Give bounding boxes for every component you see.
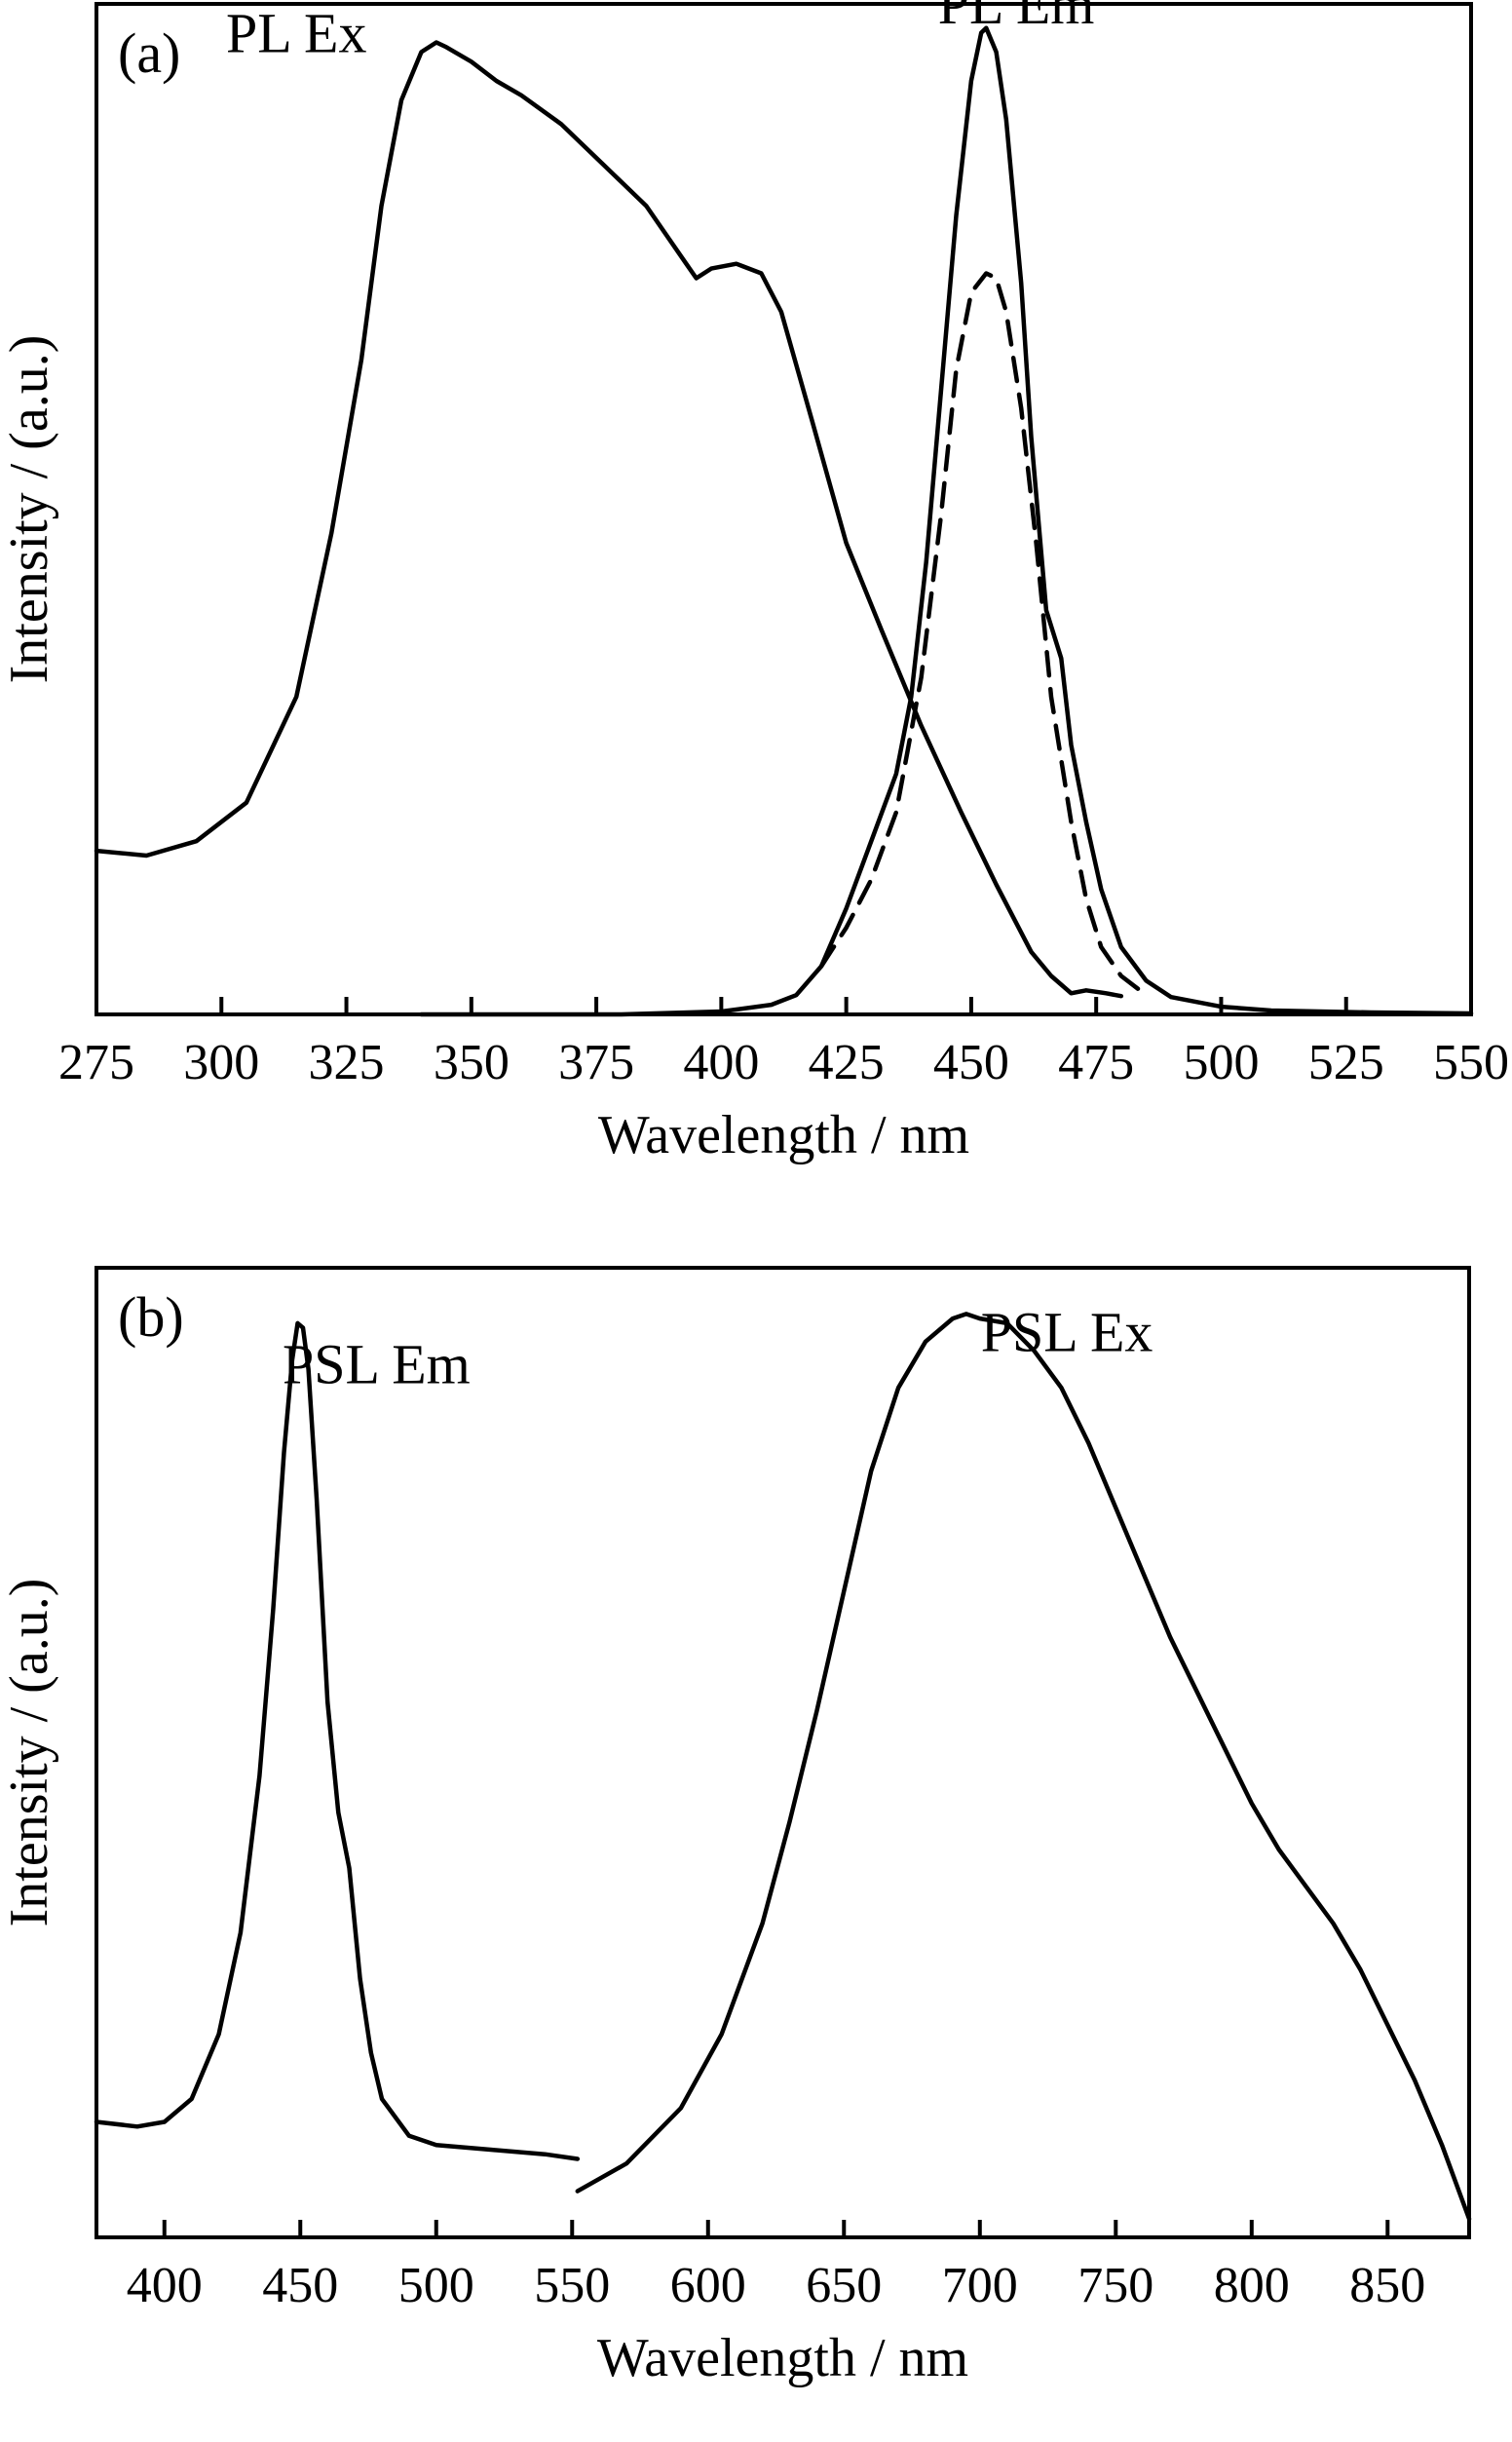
series-line-psl-ex [575,1312,1472,2222]
x-tick-label: 275 [58,1035,134,1090]
y-axis-label: Intensity / (a.u.) [0,1579,59,1927]
x-tick-label: 550 [1433,1035,1509,1090]
panel-label: (b) [118,1285,184,1349]
x-tick-label: 700 [942,2258,1018,2313]
x-tick-label: 600 [670,2258,746,2313]
series-annotation: PL Em [938,0,1095,36]
x-tick-label: 850 [1349,2258,1425,2313]
x-tick-label: 800 [1214,2258,1290,2313]
x-tick-label: 750 [1077,2258,1153,2313]
plot-frame [94,2,1473,1016]
x-tick-label: 450 [262,2258,338,2313]
x-tick-label: 425 [809,1035,885,1090]
x-tick-label: 650 [806,2258,882,2313]
plot-frame [94,1266,1471,2239]
x-tick-label: 350 [434,1035,510,1090]
x-tick-label: 500 [1183,1035,1259,1090]
x-tick-label: 525 [1308,1035,1384,1090]
x-tick-label: 500 [398,2258,474,2313]
y-axis-label: Intensity / (a.u.) [0,335,59,684]
panel-label: (a) [118,21,180,85]
x-tick-label: 475 [1058,1035,1134,1090]
series-line-psl-em [94,1320,581,2161]
series-annotation: PL Ex [226,1,366,64]
x-tick-label: 550 [534,2258,610,2313]
series-annotation: PSL Ex [981,1300,1153,1363]
x-tick-label: 400 [683,1035,759,1090]
x-tick-label: 325 [309,1035,385,1090]
series-line-pl-ex [94,40,1124,999]
series-line-pl-em-dashed [818,271,1149,998]
x-tick-label: 300 [183,1035,259,1090]
x-tick-label: 450 [933,1035,1009,1090]
series-line-pl-em [419,25,1474,1017]
series-annotation: PSL Em [283,1332,471,1395]
x-axis-label: Wavelength / nm [597,2328,968,2388]
x-tick-label: 400 [127,2258,203,2313]
x-tick-label: 375 [558,1035,634,1090]
x-axis-label: Wavelength / nm [598,1105,969,1165]
